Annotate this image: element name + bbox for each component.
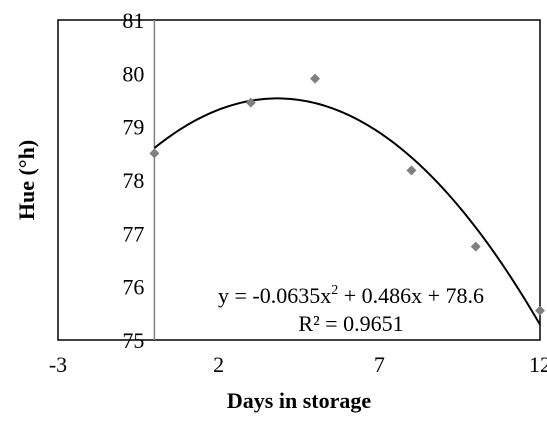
x-tick-label: -3 [49,352,67,377]
trendline-equation: y = -0.0635x2 + 0.486x + 78.6 [218,283,484,308]
data-point-marker [149,148,160,159]
data-point-marker [406,165,417,176]
data-point-marker [310,73,321,84]
equation-exponent: 2 [331,283,338,298]
y-tick-label: 79 [122,115,144,140]
y-tick-label: 78 [122,168,144,193]
equation-suffix: + 0.486x + 78.6 [338,283,484,308]
y-tick-label: 75 [122,328,144,353]
r-squared-label: R² = 0.9651 [298,311,403,336]
data-point-marker [245,97,256,108]
y-tick-label: 81 [122,8,144,33]
y-tick-label: 76 [122,275,144,300]
y-tick-labels: 75 76 77 78 79 80 81 [122,8,144,353]
x-tick-label: 7 [374,352,385,377]
trendline-curve [153,97,541,326]
x-tick-labels: -3 2 7 12 [49,352,547,377]
data-points [149,73,545,316]
data-point-marker [470,241,481,252]
y-tick-label: 80 [122,61,144,86]
x-tick-label: 2 [213,352,224,377]
x-tick-label: 12 [529,352,547,377]
y-tick-label: 77 [122,221,144,246]
plot-frame [57,19,541,341]
x-axis-title: Days in storage [227,388,371,413]
y-axis-title: Hue (°h) [14,140,39,220]
data-point-marker [535,305,545,316]
